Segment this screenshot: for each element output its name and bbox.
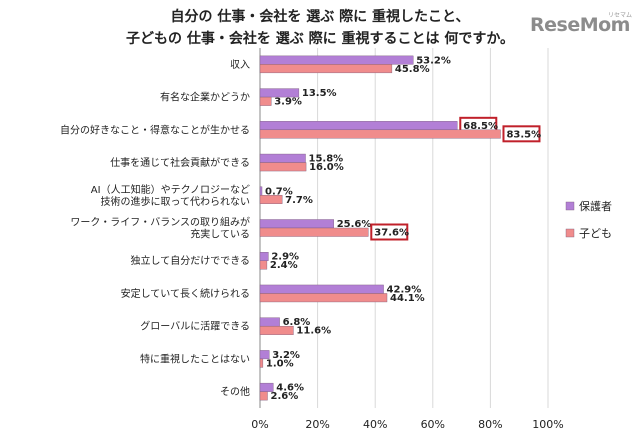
- bar-guardian: [259, 55, 414, 65]
- data-label: 44.1%: [390, 293, 425, 304]
- data-label: 25.6%: [337, 219, 372, 230]
- bar-guardian: [259, 186, 263, 196]
- bar-child: [259, 96, 272, 106]
- bar-child: [259, 260, 268, 270]
- bar-child: [259, 358, 264, 368]
- data-label: 68.5%: [463, 121, 498, 132]
- category-label: 収入: [230, 59, 250, 71]
- bar-guardian: [259, 252, 269, 261]
- legend-swatch: [565, 201, 575, 211]
- category-label: 特に重視したことはない: [140, 352, 250, 365]
- data-label: 3.2%: [272, 350, 300, 361]
- bar-guardian: [259, 317, 280, 327]
- bar-child: [259, 391, 268, 401]
- bar-child: [259, 293, 388, 303]
- bar-guardian: [259, 88, 300, 98]
- bar-child: [259, 195, 283, 204]
- legend-swatch: [565, 228, 575, 238]
- data-label: 1.0%: [266, 358, 294, 369]
- data-label: 83.5%: [506, 129, 541, 140]
- category-label: AI（人工知能）やテクノロジーなど技術の進歩に取って代わられない: [91, 183, 250, 208]
- data-label: 42.9%: [387, 284, 422, 295]
- data-label: 2.4%: [270, 260, 298, 271]
- bar-child: [259, 325, 294, 335]
- data-label: 4.6%: [276, 383, 304, 394]
- bar-child: [259, 64, 393, 74]
- bar-child: [259, 162, 307, 172]
- category-label: 独立して自分だけでできる: [131, 254, 251, 267]
- x-tick-label: 80%: [478, 418, 502, 431]
- data-label: 11.6%: [296, 326, 331, 337]
- resemom-logo-sub: リセマム: [608, 12, 633, 19]
- data-label: 53.2%: [416, 55, 451, 66]
- highlight-box: [370, 223, 409, 241]
- data-label: 13.5%: [302, 88, 337, 99]
- legend-label: 子ども: [579, 227, 612, 240]
- bar-guardian: [259, 350, 270, 360]
- data-label: 0.7%: [265, 186, 293, 197]
- data-label: 7.7%: [285, 195, 313, 206]
- data-label: 3.9%: [274, 97, 302, 108]
- x-tick-label: 0%: [251, 418, 268, 431]
- bar-guardian: [259, 284, 384, 294]
- highlight-box: [502, 125, 541, 143]
- chart-title: 自分の 仕事・会社を 選ぶ 際に 重視したこと、 子どもの 仕事・会社を 選ぶ …: [0, 6, 640, 50]
- category-label: ワーク・ライフ・バランスの取り組みが充実している: [70, 216, 250, 241]
- data-label: 2.6%: [270, 391, 298, 402]
- x-tick-label: 20%: [305, 418, 329, 431]
- data-label: 6.8%: [283, 317, 311, 328]
- data-label: 2.9%: [271, 252, 299, 263]
- x-tick-label: 100%: [532, 418, 563, 431]
- category-label: 有名な企業かどうか: [160, 91, 250, 104]
- title-line-1: 自分の 仕事・会社を 選ぶ 際に 重視したこと、: [170, 9, 470, 25]
- data-label: 16.0%: [309, 162, 344, 173]
- resemom-logo: ReseMom: [530, 14, 630, 36]
- data-label: 37.6%: [374, 228, 409, 239]
- legend-label: 保護者: [579, 199, 612, 213]
- data-label: 15.8%: [309, 154, 344, 165]
- category-label: その他: [220, 385, 250, 398]
- bar-child: [259, 129, 501, 139]
- bar-guardian: [259, 153, 306, 163]
- category-label: グローバルに活躍できる: [140, 320, 250, 333]
- category-label: 仕事を通じて社会貢献ができる: [110, 156, 250, 169]
- data-label: 45.8%: [395, 64, 430, 75]
- category-label: 安定していて長く続けられる: [121, 287, 250, 300]
- bar-guardian: [259, 121, 458, 131]
- x-tick-label: 40%: [363, 418, 387, 431]
- category-label: 自分の好きなこと・得意なことが生かせる: [60, 123, 250, 136]
- title-line-2: 子どもの 仕事・会社を 選ぶ 際に 重視することは 何ですか。: [125, 31, 515, 47]
- bar-child: [259, 227, 369, 237]
- bar-guardian: [259, 219, 334, 229]
- x-tick-label: 60%: [421, 418, 445, 431]
